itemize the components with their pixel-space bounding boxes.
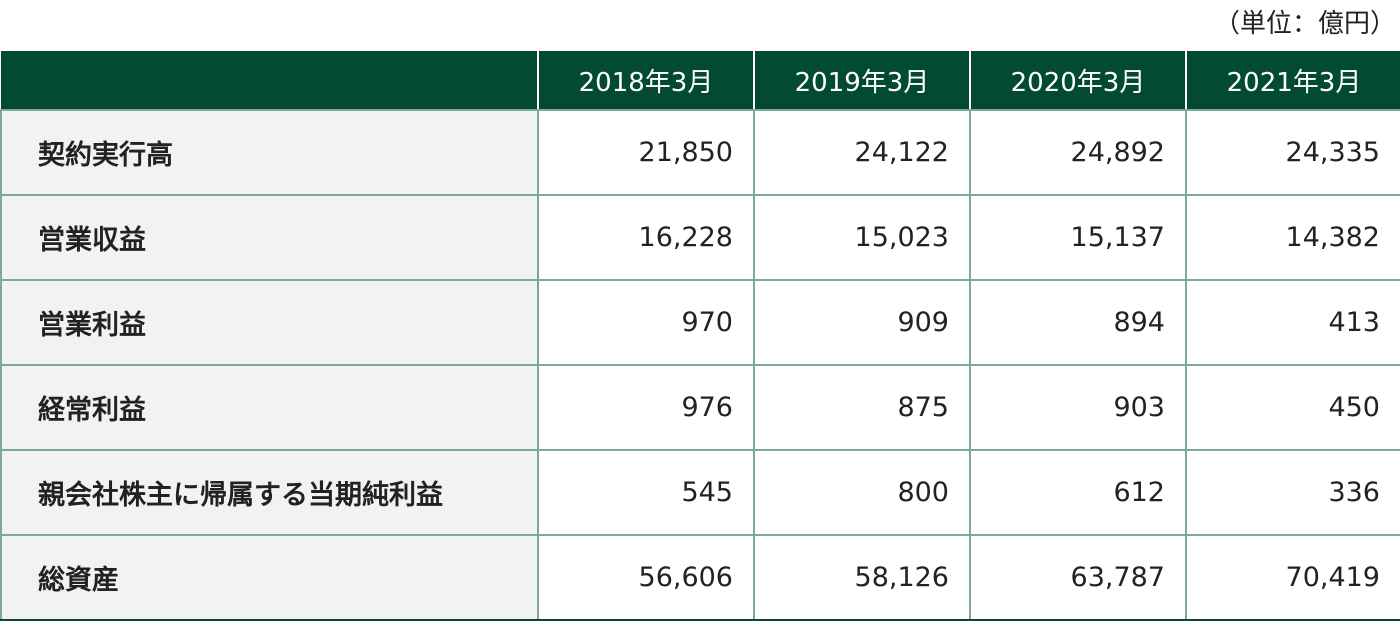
value-cell: 800 [753,449,971,536]
value-cell: 70,419 [1185,534,1400,621]
financial-table: 2018年3月 2019年3月 2020年3月 2021年3月 契約実行高 21… [0,51,1400,621]
value-cell: 612 [969,449,1187,536]
value-cell: 24,335 [1185,109,1400,196]
table-row: 経常利益 976 875 903 450 [0,364,1400,451]
value-cell: 545 [537,449,755,536]
header-cell-year: 2018年3月 [537,51,754,111]
value-cell: 63,787 [969,534,1187,621]
header-cell-year: 2021年3月 [1185,51,1400,111]
value-cell: 976 [537,364,755,451]
value-cell: 894 [969,279,1187,366]
table-row: 営業利益 970 909 894 413 [0,279,1400,366]
value-cell: 58,126 [753,534,971,621]
value-cell: 450 [1185,364,1400,451]
header-cell-year: 2019年3月 [753,51,970,111]
table-body: 契約実行高 21,850 24,122 24,892 24,335 営業収益 1… [0,109,1400,621]
table-header: 2018年3月 2019年3月 2020年3月 2021年3月 [1,51,1400,111]
row-label: 営業利益 [0,279,539,366]
table-row: 親会社株主に帰属する当期純利益 545 800 612 336 [0,449,1400,536]
value-cell: 875 [753,364,971,451]
row-label: 営業収益 [0,194,539,281]
value-cell: 24,892 [969,109,1187,196]
value-cell: 56,606 [537,534,755,621]
header-cell-year: 2020年3月 [969,51,1186,111]
table-row: 営業収益 16,228 15,023 15,137 14,382 [0,194,1400,281]
value-cell: 970 [537,279,755,366]
value-cell: 15,137 [969,194,1187,281]
value-cell: 413 [1185,279,1400,366]
value-cell: 16,228 [537,194,755,281]
header-row: 2018年3月 2019年3月 2020年3月 2021年3月 [1,51,1400,111]
table-row: 契約実行高 21,850 24,122 24,892 24,335 [0,109,1400,196]
value-cell: 24,122 [753,109,971,196]
value-cell: 909 [753,279,971,366]
table-row: 総資産 56,606 58,126 63,787 70,419 [0,534,1400,621]
value-cell: 14,382 [1185,194,1400,281]
row-label: 契約実行高 [0,109,539,196]
row-label: 経常利益 [0,364,539,451]
row-label: 総資産 [0,534,539,621]
row-label: 親会社株主に帰属する当期純利益 [0,449,539,536]
value-cell: 903 [969,364,1187,451]
value-cell: 336 [1185,449,1400,536]
value-cell: 21,850 [537,109,755,196]
unit-note: （単位：億円） [1213,9,1396,39]
header-cell-blank [1,51,538,111]
value-cell: 15,023 [753,194,971,281]
